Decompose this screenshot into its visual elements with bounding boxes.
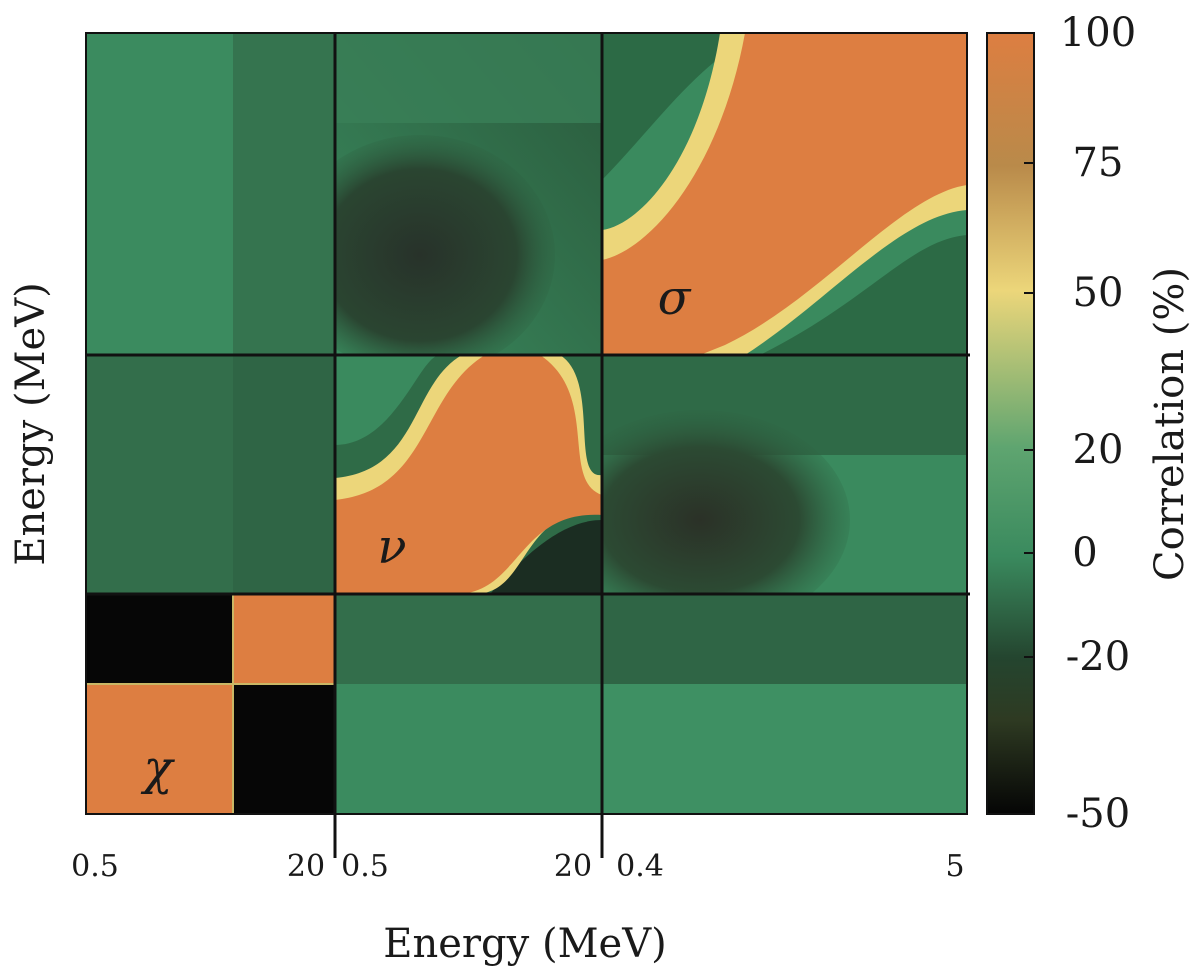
block-label-chi: χ	[140, 740, 175, 796]
x-tick-label: 0.5	[341, 849, 389, 884]
chi-chi-block-upper-right	[233, 594, 335, 684]
nu-nu-upper-lobe	[335, 355, 440, 445]
x-tick-label: 0.4	[616, 849, 664, 884]
colorbar-tick-label: -20	[1066, 634, 1130, 680]
chi-chi-block-upper-left	[86, 594, 233, 684]
sigma-chi-block-upper	[602, 594, 967, 684]
x-axis-title: Energy (MeV)	[383, 921, 666, 967]
x-tick-label: 5	[945, 849, 964, 884]
chi-chi-block-lower-left	[86, 684, 233, 814]
x-tick-label: 20	[554, 849, 592, 884]
colorbar-tick-label: 100	[1060, 10, 1136, 56]
chi-chi-block-lower-right	[233, 684, 335, 814]
sigma-nu-block-top	[335, 33, 602, 123]
nu-chi-block-upper	[335, 594, 602, 684]
nu-nu-lower-lobe	[490, 520, 602, 594]
colorbar-tick-label: 50	[1073, 270, 1124, 316]
colorbar	[986, 32, 1035, 815]
block-label-nu: ν	[377, 519, 406, 575]
sigma-sigma-upper-green	[602, 33, 760, 180]
sigma-chi-block-lower	[602, 684, 967, 814]
block-label-sigma: σ	[658, 270, 692, 326]
sigma-nu-dark-patch	[335, 135, 555, 355]
plot-frame	[85, 32, 968, 815]
y-axis-title: Energy (MeV)	[8, 282, 54, 565]
sigma-sigma-lower-green	[760, 235, 967, 355]
colorbar-tick-label: 75	[1073, 140, 1124, 186]
x-tick-label: 0.5	[71, 849, 119, 884]
colorbar-title: Correlation (%)	[1147, 267, 1193, 581]
nu-sigma-dark-patch	[602, 410, 850, 594]
x-tick-label: 20	[287, 849, 325, 884]
colorbar-tick-label: 0	[1072, 530, 1097, 576]
chi-nu-block-shade	[233, 355, 335, 594]
colorbar-tick-label: 20	[1073, 427, 1124, 473]
nu-nu-diagonal-band	[335, 355, 602, 594]
colorbar-tick-label: -50	[1066, 791, 1130, 837]
chi-sigma-block-shade	[233, 33, 335, 355]
sigma-sigma-diagonal-band	[602, 33, 967, 355]
nu-chi-block-lower	[335, 684, 602, 814]
